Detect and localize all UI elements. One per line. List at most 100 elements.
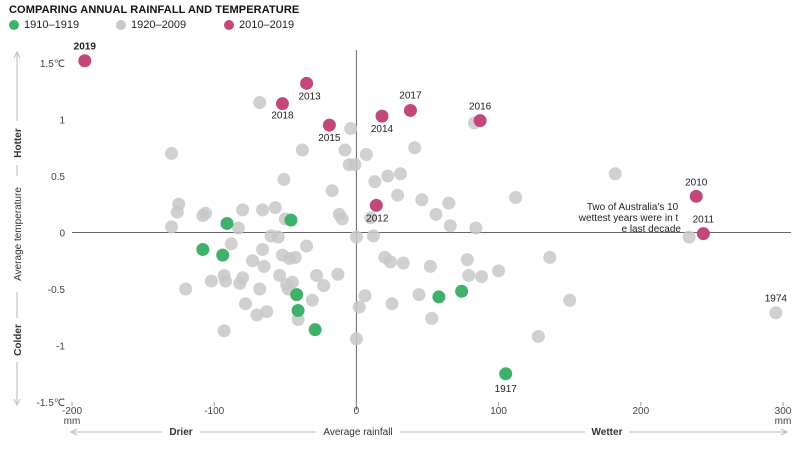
point-2010-2019 — [300, 76, 314, 90]
point-1920-2009 — [253, 96, 267, 110]
point-1920-2009 — [331, 267, 345, 281]
y-axis-label: Average temperature — [13, 187, 24, 281]
point-1920-2009 — [358, 289, 372, 303]
point-label-1974: 1974 — [765, 294, 788, 305]
point-1920-2009 — [257, 259, 271, 273]
y-arrow-down — [13, 398, 21, 407]
point-1920-2009 — [238, 297, 252, 311]
legend-label-2010-2019: 2010–2019 — [239, 19, 295, 31]
y-direction-hotter: Hotter — [13, 128, 24, 158]
point-1920-2009 — [338, 143, 352, 157]
point-1910-1919 — [216, 248, 230, 262]
point-1910-1919 — [220, 216, 234, 230]
point-1920-2009 — [300, 239, 314, 253]
gap-wetter — [585, 425, 629, 439]
legend-item-1910-1919: 1910–1919 — [9, 19, 116, 31]
point-1920-2009 — [256, 242, 270, 256]
point-label-1917: 1917 — [495, 384, 518, 395]
x-unit-label: mm — [64, 416, 81, 427]
point-1920-2009 — [385, 297, 399, 311]
point-1920-2009 — [415, 193, 429, 207]
point-1920-2009 — [412, 288, 426, 302]
point-1920-2009 — [531, 329, 545, 343]
x-tick-label: 100 — [490, 406, 507, 417]
point-1920-2009 — [364, 211, 378, 225]
point-label-2019: 2019 — [74, 42, 97, 53]
point-label-2016: 2016 — [469, 102, 492, 113]
point-1920-2009 — [236, 271, 250, 285]
point-1920-2009 — [253, 282, 267, 296]
point-1920-2009 — [492, 264, 506, 278]
point-2010-2019 — [275, 97, 289, 111]
point-1910-1919 — [284, 213, 298, 227]
point-1920-2009 — [204, 274, 218, 288]
x-axis-label: Average rainfall — [323, 427, 392, 438]
point-1920-2009 — [170, 205, 184, 219]
point-1910-1919 — [196, 242, 210, 256]
point-1920-2009 — [260, 305, 274, 319]
point-1920-2009 — [246, 254, 260, 268]
point-1920-2009 — [543, 250, 557, 264]
gap-drier — [162, 425, 200, 439]
y-tick-label: 1.5℃ — [40, 59, 65, 70]
point-2010-2019 — [689, 189, 703, 203]
point-1920-2009 — [285, 275, 299, 289]
point-1920-2009 — [335, 212, 349, 226]
point-1920-2009 — [199, 206, 213, 220]
point-1920-2009 — [425, 311, 439, 325]
point-1920-2009 — [217, 324, 231, 338]
point-label-2011: 2011 — [693, 215, 715, 226]
legend-swatch-2010-2019 — [224, 20, 234, 30]
point-1920-2009 — [291, 313, 305, 327]
point-1920-2009 — [460, 253, 474, 267]
point-1920-2009 — [348, 158, 362, 172]
point-1920-2009 — [608, 167, 622, 181]
chart-title: COMPARING ANNUAL RAINFALL AND TEMPERATUR… — [9, 4, 300, 16]
point-1920-2009 — [231, 221, 245, 235]
point-2010-2019 — [403, 103, 417, 117]
point-label-2018: 2018 — [271, 111, 294, 122]
point-2010-2019 — [322, 118, 336, 132]
point-1920-2009 — [442, 196, 456, 210]
point-1920-2009 — [384, 255, 398, 269]
legend-item-1920-2009: 1920–2009 — [116, 19, 224, 31]
point-1920-2009 — [268, 201, 282, 215]
y-tick-label: 1 — [59, 116, 65, 127]
point-2010-2019 — [473, 114, 487, 128]
point-label-2012: 2012 — [366, 213, 389, 224]
point-1920-2009 — [349, 332, 363, 346]
point-1920-2009 — [352, 300, 366, 314]
point-1920-2009 — [359, 148, 373, 162]
gap-colder — [12, 318, 24, 362]
point-1910-1919 — [308, 323, 322, 337]
point-1920-2009 — [391, 188, 405, 202]
point-1920-2009 — [443, 219, 457, 233]
point-1920-2009 — [396, 256, 410, 270]
legend-swatch-1920-2009 — [116, 20, 126, 30]
x-direction-wetter: Wetter — [592, 427, 623, 438]
x-tick-label: -100 — [204, 406, 224, 417]
point-1920-2009 — [462, 268, 476, 282]
x-arrow-left — [69, 428, 78, 436]
point-1920-2009 — [475, 270, 489, 284]
y-tick-label: 0.5 — [51, 172, 65, 183]
point-1920-2009 — [381, 169, 395, 183]
x-unit-label: mm — [775, 416, 792, 427]
legend-label-1910-1919: 1910–1919 — [24, 19, 80, 31]
point-1920-2009 — [393, 167, 407, 181]
point-1920-2009 — [429, 207, 443, 221]
point-1920-2009 — [423, 259, 437, 273]
point-2010-2019 — [369, 198, 383, 212]
point-1920-2009 — [288, 250, 302, 264]
point-label-2013: 2013 — [299, 91, 322, 102]
point-1920-2009 — [179, 282, 193, 296]
legend-label-1920-2009: 1920–2009 — [131, 19, 187, 31]
point-1910-1919 — [455, 284, 469, 298]
point-1920-2009 — [563, 293, 577, 307]
legend: 1910–1919 1920–2009 2010–2019 — [9, 19, 294, 31]
point-1920-2009 — [250, 308, 264, 322]
point-1920-2009 — [325, 184, 339, 198]
y-tick-label: -0.5 — [48, 285, 66, 296]
point-1920-2009 — [273, 268, 287, 282]
